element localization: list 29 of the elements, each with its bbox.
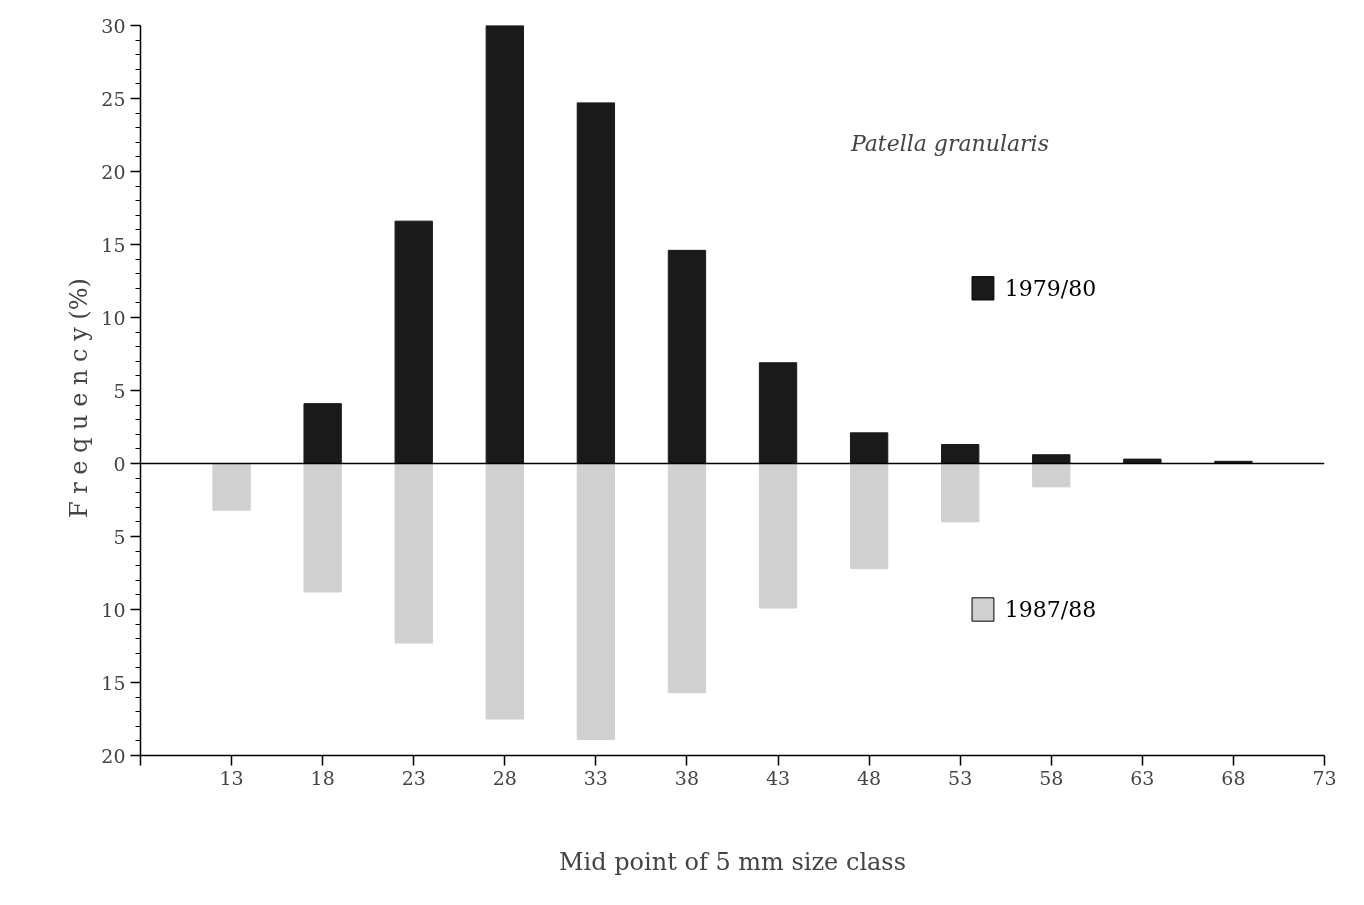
- y-tick-label: 15: [101, 671, 126, 694]
- x-tick-label: 13: [219, 766, 244, 789]
- y-tick-label: 0: [113, 452, 126, 475]
- annotation: Patella granularis: [849, 131, 1049, 157]
- legend-label: 1979/80: [1004, 275, 1097, 301]
- y-tick-label: 10: [101, 598, 126, 621]
- y-tick-label: 30: [101, 14, 126, 37]
- x-tick-label: 33: [583, 766, 608, 789]
- y-tick-label: 5: [113, 525, 126, 548]
- x-tick-label: 63: [1130, 766, 1155, 789]
- x-tick-label: 48: [857, 766, 882, 789]
- y-tick-label: 5: [113, 379, 126, 402]
- x-tick-label: 58: [1039, 766, 1064, 789]
- x-tick-label: 53: [948, 766, 973, 789]
- x-tick-label: 18: [310, 766, 335, 789]
- y-tick-label: 20: [101, 744, 126, 767]
- y-axis-title: F r e q u e n c y (%): [65, 278, 94, 519]
- y-tick-label: 10: [101, 306, 126, 329]
- x-tick-label: 73: [1312, 766, 1337, 789]
- legend-label: 1987/88: [1004, 597, 1097, 622]
- y-tick-label: 20: [101, 160, 126, 183]
- x-tick-label: 28: [492, 766, 517, 789]
- x-tick-label: 68: [1221, 766, 1246, 789]
- x-axis-title: Mid point of 5 mm size class: [559, 847, 906, 876]
- y-tick-label: 15: [101, 233, 126, 256]
- x-tick-label: 38: [674, 766, 700, 789]
- x-tick-label: 23: [401, 766, 426, 789]
- y-tick-label: 25: [101, 87, 126, 110]
- x-tick-label: 43: [765, 766, 791, 789]
